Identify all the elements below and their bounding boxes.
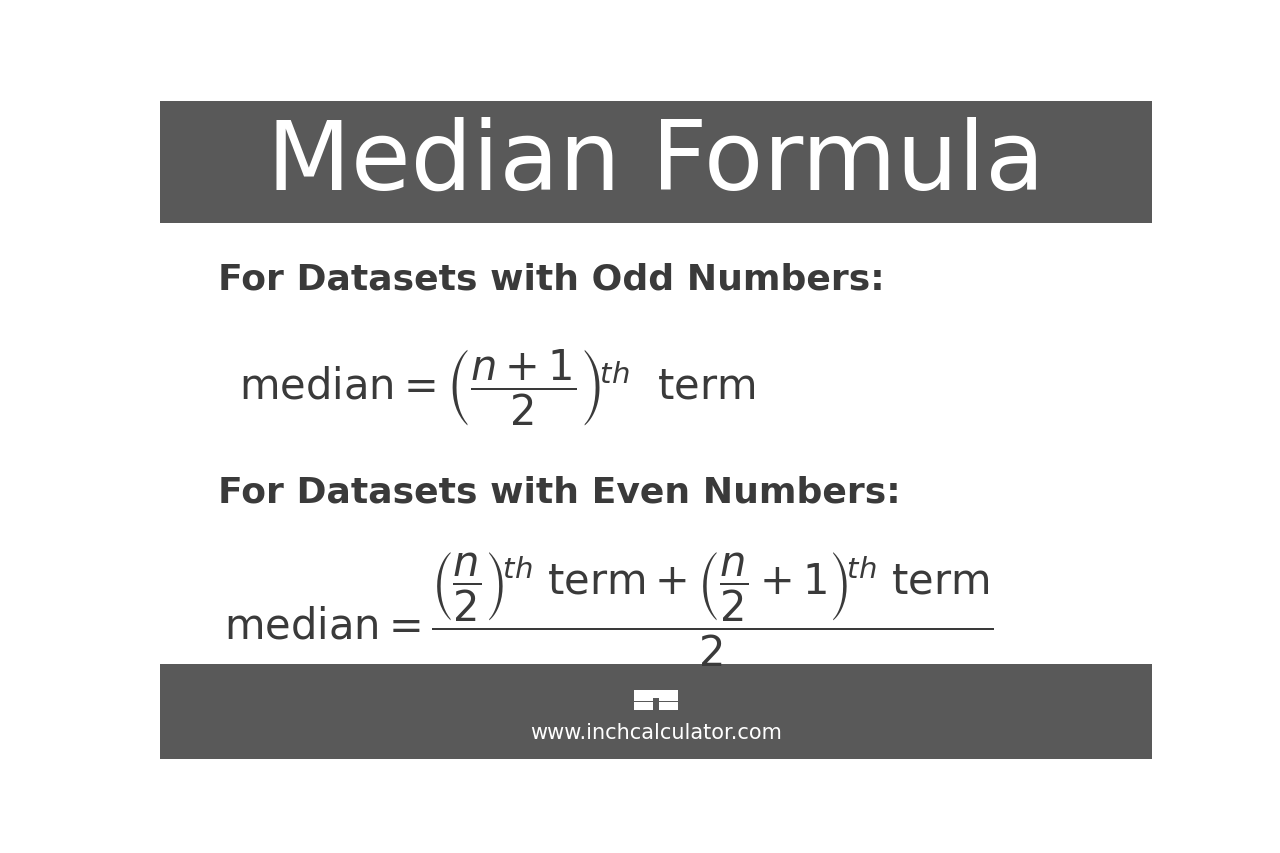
Text: For Datasets with Odd Numbers:: For Datasets with Odd Numbers: [218, 262, 884, 296]
FancyBboxPatch shape [634, 690, 678, 698]
FancyBboxPatch shape [659, 702, 678, 711]
Text: Median Formula: Median Formula [268, 117, 1044, 210]
FancyBboxPatch shape [634, 702, 653, 711]
FancyBboxPatch shape [160, 664, 1152, 759]
FancyBboxPatch shape [634, 693, 653, 701]
FancyBboxPatch shape [659, 693, 678, 701]
Text: $\mathrm{median} = \dfrac{\left(\dfrac{n}{2}\right)^{\!\mathit{th}}\ \mathrm{ter: $\mathrm{median} = \dfrac{\left(\dfrac{n… [224, 550, 993, 668]
Text: $\mathrm{median} = \left(\dfrac{n+1}{2}\right)^{\!\mathit{th}}\ \ \mathrm{term}$: $\mathrm{median} = \left(\dfrac{n+1}{2}\… [239, 346, 756, 427]
FancyBboxPatch shape [160, 102, 1152, 223]
Text: www.inchcalculator.com: www.inchcalculator.com [530, 722, 782, 742]
FancyBboxPatch shape [160, 223, 1152, 664]
Text: For Datasets with Even Numbers:: For Datasets with Even Numbers: [218, 475, 900, 509]
